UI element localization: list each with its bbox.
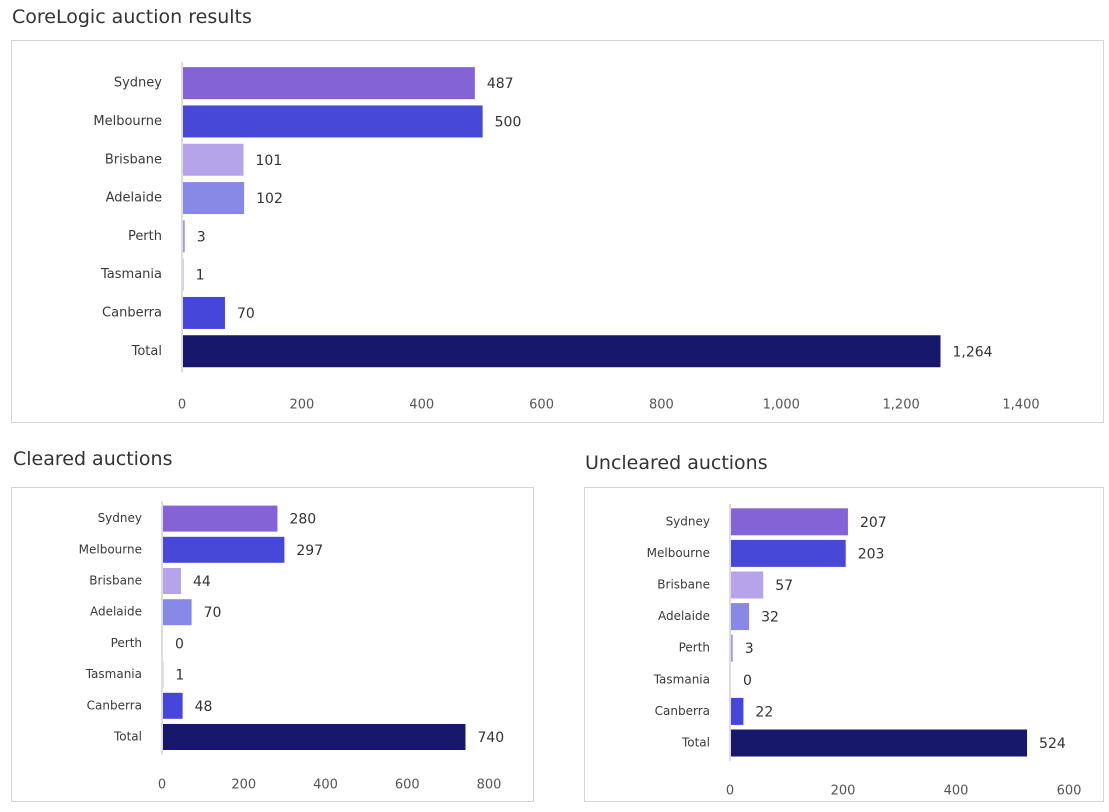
auction-results-x-tick-label: 600 <box>529 398 554 413</box>
auction-results-data-label-melbourne: 500 <box>495 114 522 130</box>
cleared-data-label-sydney: 280 <box>289 512 316 528</box>
auction-results-category-label-adelaide: Adelaide <box>106 191 162 206</box>
uncleared-category-label-total: Total <box>681 736 710 750</box>
auction-results-data-label-sydney: 487 <box>487 76 514 92</box>
auction-results-bar-perth <box>183 220 185 253</box>
cleared-category-label-melbourne: Melbourne <box>79 542 142 556</box>
auction-results-x-tick-label: 1,200 <box>883 398 920 413</box>
auction-results-bar-canberra <box>183 296 225 329</box>
cleared-x-tick-label: 0 <box>158 778 166 793</box>
cleared-category-label-canberra: Canberra <box>87 698 142 712</box>
cleared-data-label-canberra: 48 <box>195 699 213 715</box>
uncleared-bar-melbourne <box>731 539 846 567</box>
auction-results-x-tick-label: 400 <box>409 398 434 413</box>
cleared-category-label-brisbane: Brisbane <box>89 574 142 588</box>
chart-title-cleared: Cleared auctions <box>13 448 173 470</box>
uncleared-data-label-total: 524 <box>1039 736 1066 752</box>
auction-results-bar-tasmania <box>183 258 184 291</box>
auction-results-category-label-tasmania: Tasmania <box>100 267 162 282</box>
auction-results-category-label-brisbane: Brisbane <box>105 152 162 167</box>
auction-results-data-label-canberra: 70 <box>237 306 255 322</box>
auction-results-data-label-brisbane: 101 <box>256 153 283 169</box>
cleared-bar-total <box>163 724 466 750</box>
cleared-x-tick-label: 400 <box>313 778 338 793</box>
cleared-data-label-melbourne: 297 <box>296 543 323 559</box>
uncleared-data-label-perth: 3 <box>745 641 754 657</box>
auction-results-bar-melbourne <box>183 105 483 138</box>
auction-results-x-tick-label: 200 <box>289 398 314 413</box>
uncleared-data-label-canberra: 22 <box>755 704 773 720</box>
auction-results-category-label-sydney: Sydney <box>114 76 162 91</box>
cleared-category-label-tasmania: Tasmania <box>85 667 142 681</box>
cleared-data-label-total: 740 <box>477 730 504 746</box>
uncleared-category-label-canberra: Canberra <box>655 704 710 718</box>
uncleared-bar-perth <box>731 634 733 662</box>
auction-results-bar-total <box>183 335 941 368</box>
auction-results-data-label-total: 1,264 <box>952 344 992 360</box>
auction-results-category-label-canberra: Canberra <box>102 305 162 320</box>
auction-results-x-tick-label: 800 <box>649 398 674 413</box>
auction-results-category-label-perth: Perth <box>128 229 162 244</box>
uncleared-bar-brisbane <box>731 571 764 599</box>
cleared-bar-adelaide <box>163 599 192 626</box>
auction-results-data-label-perth: 3 <box>197 229 206 245</box>
cleared-category-label-perth: Perth <box>111 636 142 650</box>
cleared-x-tick-label: 200 <box>231 778 256 793</box>
uncleared-data-label-adelaide: 32 <box>761 610 779 626</box>
cleared-bar-sydney <box>163 505 278 532</box>
auction-results-bar-adelaide <box>183 182 245 215</box>
uncleared-category-label-tasmania: Tasmania <box>653 672 710 686</box>
auction-results-x-tick-label: 0 <box>178 398 186 413</box>
cleared-data-label-perth: 0 <box>175 636 184 652</box>
auction-results-bar-brisbane <box>183 143 244 176</box>
uncleared-category-label-brisbane: Brisbane <box>657 578 710 592</box>
cleared-bar-brisbane <box>163 568 181 594</box>
uncleared-category-label-perth: Perth <box>679 641 710 655</box>
chart-title-uncleared: Uncleared auctions <box>585 452 768 474</box>
uncleared-data-label-brisbane: 57 <box>775 578 793 594</box>
uncleared-x-tick-label: 0 <box>726 784 734 799</box>
uncleared-category-label-adelaide: Adelaide <box>658 609 710 623</box>
cleared-x-tick-label: 600 <box>395 778 420 793</box>
auction-results-category-label-melbourne: Melbourne <box>93 114 162 129</box>
uncleared-x-tick-label: 400 <box>944 784 969 799</box>
auction-results-x-tick-label: 1,000 <box>763 398 800 413</box>
cleared-data-label-adelaide: 70 <box>204 605 222 621</box>
cleared-category-label-adelaide: Adelaide <box>90 605 142 619</box>
uncleared-category-label-melbourne: Melbourne <box>647 546 710 560</box>
cleared-bar-canberra <box>163 692 183 719</box>
uncleared-data-label-sydney: 207 <box>860 515 887 531</box>
uncleared-bar-total <box>731 729 1028 757</box>
uncleared-x-tick-label: 600 <box>1057 784 1082 799</box>
uncleared-bar-adelaide <box>731 603 750 631</box>
chart-title-auction-results: CoreLogic auction results <box>12 6 252 28</box>
auction-results-data-label-tasmania: 1 <box>196 268 205 284</box>
cleared-data-label-brisbane: 44 <box>193 574 211 590</box>
auction-results-bar-sydney <box>183 67 475 100</box>
auction-results-category-label-total: Total <box>131 344 162 359</box>
cleared-category-label-sydney: Sydney <box>98 511 142 525</box>
uncleared-category-label-sydney: Sydney <box>666 514 710 528</box>
uncleared-x-tick-label: 200 <box>831 784 856 799</box>
cleared-data-label-tasmania: 1 <box>175 668 184 684</box>
auction-results-data-label-adelaide: 102 <box>256 191 283 207</box>
cleared-bar-melbourne <box>163 536 285 563</box>
uncleared-bar-sydney <box>731 508 848 536</box>
cleared-category-label-total: Total <box>113 730 142 744</box>
uncleared-data-label-melbourne: 203 <box>858 546 885 562</box>
auction-results-x-tick-label: 1,400 <box>1002 398 1039 413</box>
uncleared-bar-canberra <box>731 697 744 725</box>
uncleared-data-label-tasmania: 0 <box>743 673 752 689</box>
cleared-x-tick-label: 800 <box>477 778 502 793</box>
